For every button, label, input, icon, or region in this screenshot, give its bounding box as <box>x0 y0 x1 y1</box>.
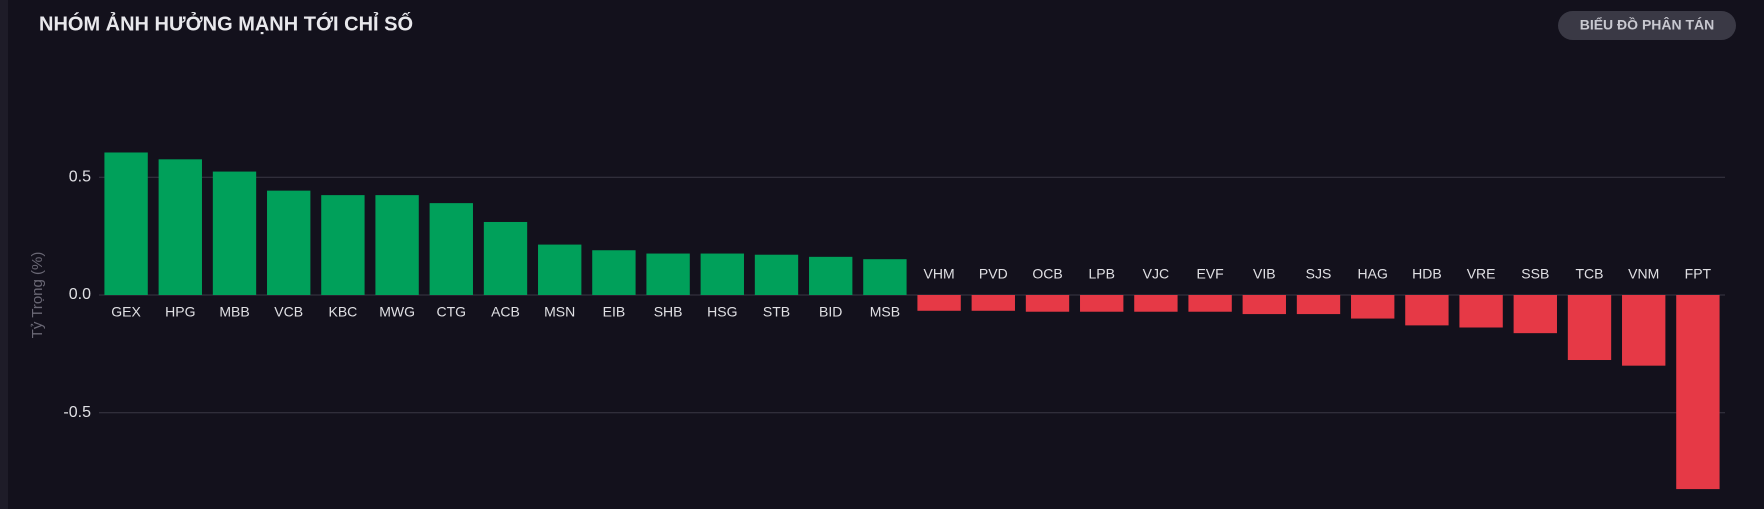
bar <box>1134 295 1178 312</box>
left-edge <box>0 0 8 509</box>
bar <box>483 221 528 295</box>
bar <box>429 203 473 295</box>
x-tick-label: HPG <box>165 304 195 320</box>
x-tick-label: SHB <box>654 304 683 320</box>
x-tick-label: SSB <box>1521 266 1549 282</box>
x-tick-label: VHM <box>924 266 955 282</box>
bar <box>971 295 1015 311</box>
bar <box>267 190 311 295</box>
bar <box>1025 295 1070 312</box>
bar <box>212 171 257 295</box>
x-tick-label: VNM <box>1628 266 1659 282</box>
bar <box>1296 295 1341 315</box>
bar <box>1188 295 1232 312</box>
x-tick-label: MBB <box>219 304 249 320</box>
bar <box>646 253 690 295</box>
x-tick-label: BID <box>819 304 842 320</box>
x-tick-label: KBC <box>329 304 358 320</box>
bar <box>1351 295 1395 319</box>
x-tick-label: MSN <box>544 304 575 320</box>
bar <box>917 295 961 311</box>
x-tick-label: FPT <box>1685 266 1712 282</box>
bar <box>754 254 799 295</box>
bar <box>1080 295 1124 312</box>
scatter-button[interactable] <box>1558 11 1736 40</box>
bar <box>158 159 202 295</box>
x-tick-label: EVF <box>1196 266 1223 282</box>
x-tick-label: CTG <box>437 304 467 320</box>
bar <box>863 259 907 295</box>
x-tick-label: MWG <box>379 304 415 320</box>
bar <box>104 152 148 295</box>
bar <box>375 195 419 295</box>
x-tick-label: STB <box>763 304 790 320</box>
x-tick-label: ACB <box>491 304 520 320</box>
bar <box>1622 295 1666 366</box>
x-tick-label: SJS <box>1306 266 1332 282</box>
x-tick-label: PVD <box>979 266 1008 282</box>
x-tick-label: TCB <box>1576 266 1604 282</box>
bar <box>809 256 853 295</box>
x-tick-label: GEX <box>111 304 141 320</box>
x-tick-label: VJC <box>1143 266 1169 282</box>
scatter-button-label[interactable]: BIỂU ĐỒ PHÂN TÁN <box>1580 16 1715 33</box>
x-tick-label: VCB <box>274 304 303 320</box>
x-tick-label: VRE <box>1467 266 1496 282</box>
x-tick-label: MSB <box>870 304 900 320</box>
x-tick-label: HAG <box>1358 266 1388 282</box>
x-tick-label: EIB <box>603 304 626 320</box>
bar <box>700 253 744 295</box>
y-tick-label: -0.5 <box>63 404 91 421</box>
x-tick-label: HDB <box>1412 266 1442 282</box>
x-tick-label: VIB <box>1253 266 1276 282</box>
bar <box>1676 295 1720 490</box>
x-tick-label: HSG <box>707 304 737 320</box>
y-tick-label: 0.5 <box>69 168 91 185</box>
bar <box>1567 295 1612 361</box>
x-tick-label: LPB <box>1088 266 1114 282</box>
bar <box>1513 295 1557 334</box>
x-tick-label: OCB <box>1032 266 1062 282</box>
y-axis-label: Tỷ Trọng (%) <box>29 252 46 339</box>
bar <box>538 244 582 295</box>
y-tick-label: 0.0 <box>69 286 91 303</box>
bar <box>592 250 636 295</box>
title: NHÓM ẢNH HƯỞNG MẠNH TỚI CHỈ SỐ <box>39 11 413 35</box>
bar <box>1459 295 1503 328</box>
bar <box>1405 295 1449 326</box>
bar <box>321 195 365 295</box>
bar <box>1242 295 1286 315</box>
